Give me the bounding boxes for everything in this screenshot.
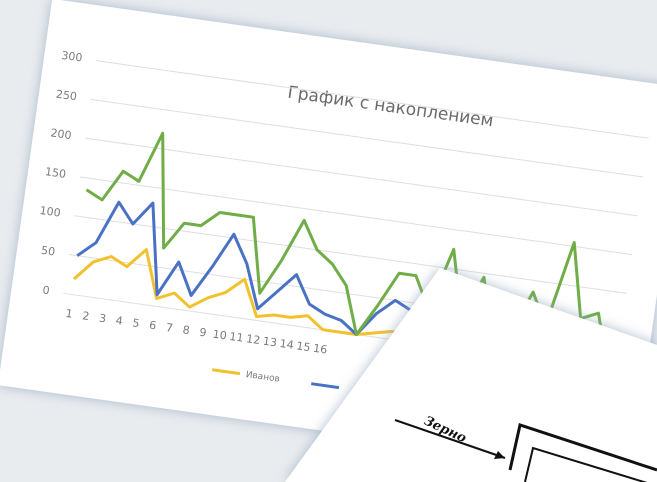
x-tick-label: 2	[81, 309, 90, 323]
x-tick-label: 10	[212, 328, 228, 343]
x-tick-label: 7	[165, 321, 174, 335]
grid-line	[96, 60, 649, 139]
x-tick-label: 4	[115, 314, 124, 328]
legend-swatch	[211, 368, 241, 376]
grid-line	[74, 215, 627, 294]
x-tick-label: 15	[296, 339, 312, 354]
arrow-head	[494, 451, 505, 459]
x-tick-label: 9	[199, 326, 208, 340]
x-tick-label: 6	[148, 319, 157, 333]
y-tick-label: 300	[61, 49, 84, 65]
legend-label: Иванов	[245, 370, 280, 385]
x-tick-label: 12	[245, 332, 261, 347]
box-inner	[524, 446, 648, 482]
y-tick-label: 250	[55, 88, 78, 104]
x-tick-label: 3	[98, 312, 107, 326]
x-tick-label: 11	[229, 330, 245, 345]
x-tick-label: 8	[182, 323, 191, 337]
y-tick-label: 0	[42, 283, 51, 297]
x-tick-label: 13	[262, 335, 278, 350]
x-tick-label: 5	[132, 316, 141, 330]
y-tick-label: 50	[40, 244, 56, 259]
overlay-sheet	[285, 268, 657, 482]
overlay-paper: Зерно	[285, 268, 657, 482]
y-tick-label: 100	[39, 204, 62, 220]
grid-line	[85, 137, 638, 217]
x-tick-label: 16	[312, 342, 328, 357]
box-outline	[508, 423, 657, 472]
legend-swatch	[311, 382, 340, 390]
arrow	[394, 419, 506, 459]
grid-line	[90, 98, 644, 178]
y-tick-label: 150	[44, 165, 67, 181]
grid-line	[79, 176, 633, 256]
y-tick-label: 200	[50, 126, 73, 142]
x-tick-label: 14	[279, 337, 295, 352]
x-tick-label: 1	[65, 307, 74, 321]
